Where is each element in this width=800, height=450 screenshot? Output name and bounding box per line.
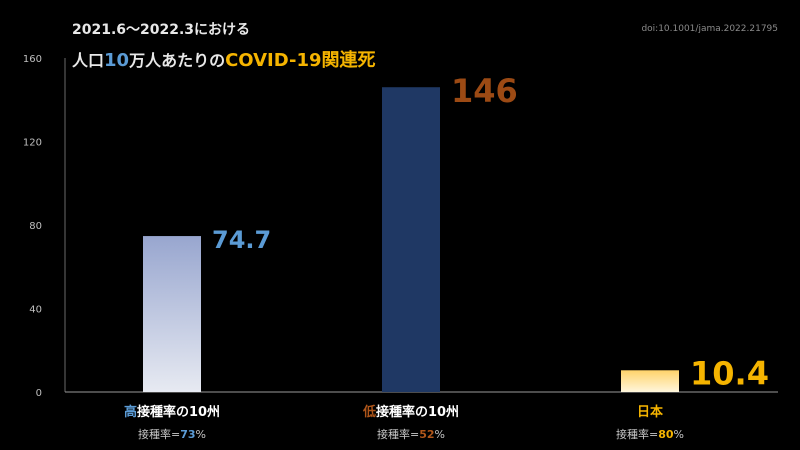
bar-3 xyxy=(621,370,679,392)
vaccination-rate-label-1: 接種率=73% xyxy=(72,426,272,442)
bar-value-label-2: 146 xyxy=(451,72,518,110)
category-highlight: 高 xyxy=(123,405,137,420)
category-label-3: 日本 xyxy=(636,405,663,420)
title-part-population: 人口 xyxy=(72,51,105,70)
category-label-1: 高接種率の10州 xyxy=(72,401,272,420)
category-highlight: 低 xyxy=(362,405,376,420)
y-tick-label: 0 xyxy=(36,388,42,399)
vaccination-rate-label-3: 接種率=80% xyxy=(550,426,750,442)
chart-title-line1: 2021.6〜2022.3における xyxy=(72,22,251,38)
title-part-per: 万人あたりの xyxy=(129,51,226,70)
category-label-2: 低接種率の10州 xyxy=(311,401,511,420)
y-tick-label: 160 xyxy=(23,54,42,65)
bar-2 xyxy=(382,87,440,392)
y-tick-label: 40 xyxy=(29,305,42,316)
vaccination-rate-label-2: 接種率=52% xyxy=(311,426,511,442)
bar-value-label-3: 10.4 xyxy=(690,354,769,392)
rate-suffix: % xyxy=(195,428,206,441)
y-tick-label: 120 xyxy=(23,138,42,149)
rate-suffix: % xyxy=(673,428,684,441)
doi-reference: doi:10.1001/jama.2022.21795 xyxy=(641,24,778,34)
rate-value: 52 xyxy=(419,428,435,441)
rate-prefix: 接種率= xyxy=(138,428,181,441)
rate-prefix: 接種率= xyxy=(377,428,420,441)
bar-value-label-1: 74.7 xyxy=(212,226,271,254)
rate-prefix: 接種率= xyxy=(616,428,659,441)
category-rest: 接種率の10州 xyxy=(136,405,221,420)
title-part-covid: COVID-19関連死 xyxy=(225,50,376,71)
category-rest: 接種率の10州 xyxy=(375,405,460,420)
rate-suffix: % xyxy=(434,428,445,441)
bar-1 xyxy=(143,236,201,392)
chart-title-line2: 人口10万人あたりのCOVID-19関連死 xyxy=(72,46,376,72)
rate-value: 73 xyxy=(180,428,196,441)
title-part-ten: 10 xyxy=(104,50,130,71)
y-tick-label: 80 xyxy=(29,221,42,232)
rate-value: 80 xyxy=(658,428,674,441)
